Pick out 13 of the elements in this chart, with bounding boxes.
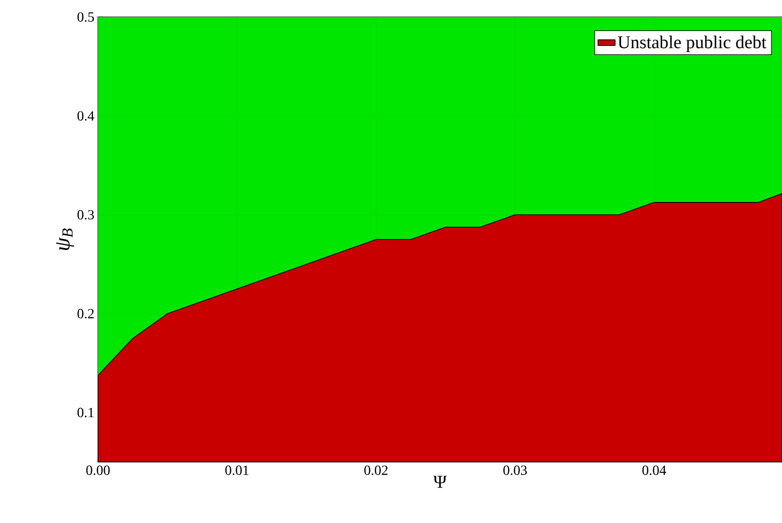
x-tick-label: 0.03 xyxy=(503,466,527,476)
x-tick-label: 0.01 xyxy=(225,466,248,476)
y-tick-label: 0.5 xyxy=(78,12,94,22)
y-tick-label: 0.1 xyxy=(78,408,94,418)
x-tick-label: 0.04 xyxy=(642,466,666,476)
legend-label: Unstable public debt xyxy=(618,36,766,52)
y-tick-label: 0.4 xyxy=(78,111,94,121)
y-axis-title: ψ$_{B}$ xyxy=(56,228,74,250)
y-tick-label: 0.3 xyxy=(78,210,94,220)
x-tick-label: 0.00 xyxy=(86,466,110,476)
y-tick-label: 0.2 xyxy=(78,308,94,318)
x-tick-label: 0.02 xyxy=(364,466,388,476)
x-axis-title: Ψ xyxy=(433,476,447,488)
